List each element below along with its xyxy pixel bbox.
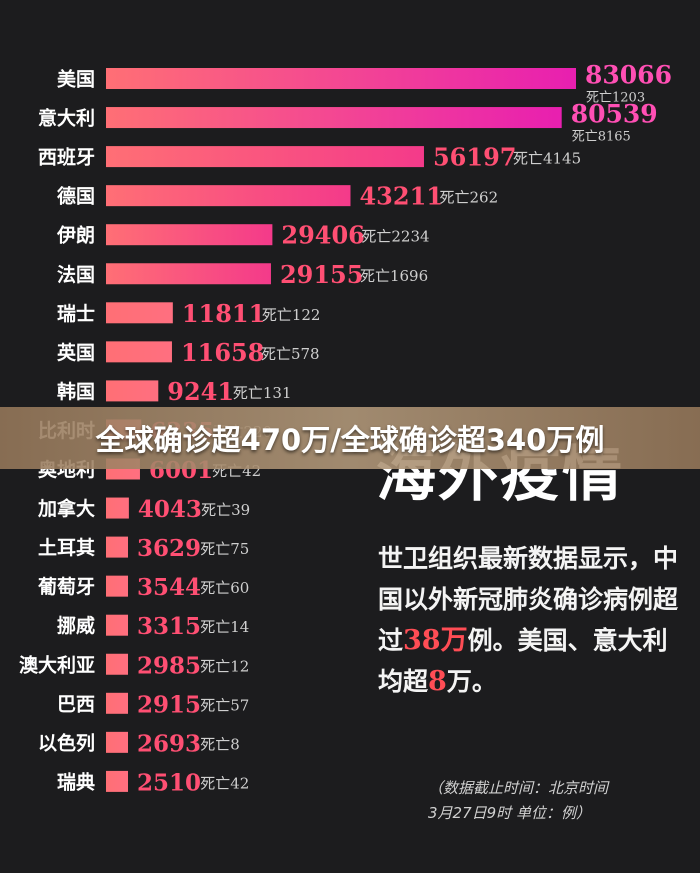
- value-label: 29406: [281, 221, 365, 250]
- value-label: 3629: [137, 535, 201, 562]
- bar: [106, 653, 128, 675]
- category-label: 伊朗: [56, 224, 95, 247]
- death-label: 死亡14: [200, 618, 249, 636]
- value-label: 2510: [137, 769, 201, 796]
- death-label: 死亡122: [262, 306, 321, 324]
- death-label: 死亡39: [201, 501, 250, 519]
- category-label: 法国: [57, 263, 95, 286]
- headline-text: 全球确诊超470万/全球确诊超340万例: [95, 423, 605, 457]
- category-label: 澳大利亚: [19, 653, 95, 676]
- category-label: 韩国: [57, 380, 95, 403]
- bar: [106, 107, 562, 129]
- death-label: 死亡8165: [572, 130, 631, 145]
- category-label: 英国: [57, 341, 95, 364]
- bar: [106, 692, 128, 714]
- bar: [106, 224, 273, 246]
- source-line-2: 3月27日9时 单位：例）: [428, 804, 591, 822]
- value-label: 3315: [137, 613, 201, 640]
- death-label: 死亡12: [200, 657, 249, 675]
- bar: [106, 185, 351, 207]
- bar: [106, 497, 129, 519]
- value-label: 9241: [167, 377, 234, 406]
- category-label: 美国: [57, 68, 95, 91]
- category-label: 瑞典: [57, 770, 95, 793]
- category-label: 葡萄牙: [38, 575, 95, 598]
- value-label: 83066: [585, 61, 672, 90]
- category-label: 瑞士: [57, 302, 95, 325]
- value-label: 56197: [433, 143, 517, 172]
- bar: [106, 731, 128, 753]
- value-label: 3544: [137, 574, 201, 601]
- death-label: 死亡42: [200, 774, 249, 792]
- value-label: 11658: [181, 338, 264, 367]
- value-label: 80539: [571, 100, 658, 129]
- value-label: 43211: [359, 182, 443, 211]
- death-label: 死亡4145: [513, 150, 581, 168]
- death-label: 死亡2234: [361, 228, 429, 246]
- source-line-1: （数据截止时间：北京时间: [428, 779, 609, 797]
- death-label: 死亡1696: [360, 267, 428, 285]
- death-label: 死亡8: [200, 735, 240, 753]
- death-label: 死亡262: [439, 189, 498, 207]
- bar: [106, 341, 172, 363]
- death-label: 死亡131: [233, 384, 292, 402]
- bar: [106, 302, 173, 324]
- value-label: 11811: [182, 299, 266, 328]
- death-label: 死亡60: [200, 579, 249, 597]
- death-label: 死亡1203: [586, 91, 645, 106]
- value-label: 2985: [137, 652, 201, 679]
- category-label: 意大利: [38, 107, 95, 130]
- note-highlight-1: 38万: [403, 625, 468, 656]
- category-label: 挪威: [57, 614, 95, 637]
- category-label: 西班牙: [38, 146, 95, 169]
- category-label: 巴西: [57, 693, 95, 715]
- category-label: 土耳其: [38, 537, 95, 559]
- note-highlight-2: 8: [428, 666, 447, 697]
- bar: [106, 614, 128, 636]
- bar: [106, 770, 128, 792]
- category-label: 德国: [57, 185, 95, 208]
- category-label: 以色列: [38, 731, 95, 754]
- value-label: 2693: [137, 730, 201, 757]
- bar: [106, 146, 424, 168]
- death-label: 死亡75: [200, 540, 249, 558]
- source-note: （数据截止时间：北京时间 3月27日9时 单位：例）: [428, 776, 688, 826]
- value-label: 2915: [137, 691, 201, 718]
- bar: [106, 380, 159, 402]
- note-text-2: 例。美国、意大利均超: [378, 626, 668, 696]
- death-label: 死亡57: [200, 696, 249, 714]
- note-text-1: 世卫组织最新数据显示，中国以外新冠肺炎确诊病例超过: [378, 544, 679, 655]
- bar: [106, 536, 128, 558]
- value-label: 4043: [138, 496, 202, 523]
- bar: [106, 263, 271, 285]
- category-label: 加拿大: [37, 497, 95, 520]
- bar: [106, 575, 128, 597]
- summary-note: 世卫组织最新数据显示，中国以外新冠肺炎确诊病例超过38万例。美国、意大利均超8万…: [378, 538, 683, 702]
- headline-banner: 全球确诊超470万/全球确诊超340万例: [0, 407, 700, 469]
- bar: [106, 68, 576, 89]
- death-label: 死亡578: [261, 345, 320, 363]
- value-label: 29155: [280, 260, 364, 289]
- note-text-3: 万。: [446, 667, 497, 696]
